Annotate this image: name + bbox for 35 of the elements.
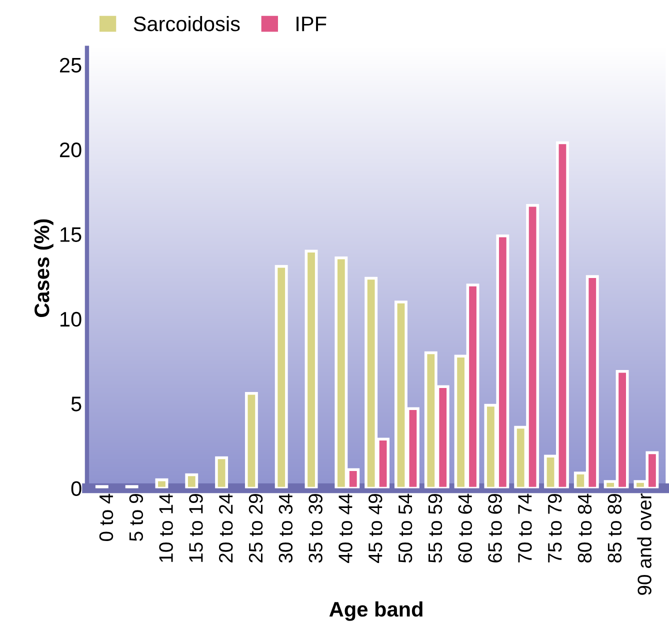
- bar: [244, 392, 258, 488]
- bar: [304, 250, 318, 488]
- x-tick-label: 0 to 4: [99, 494, 114, 542]
- legend-label: Sarcoidosis: [134, 16, 240, 32]
- y-tick-label: 25: [60, 58, 82, 73]
- x-tick-label: 35 to 39: [308, 494, 322, 563]
- x-tick-label: 5 to 9: [129, 494, 144, 541]
- bar: [274, 265, 288, 488]
- x-tick-label: 70 to 74: [518, 494, 532, 562]
- x-tick-label: 90 and over: [637, 493, 652, 595]
- x-tick-label: 25 to 29: [248, 494, 263, 562]
- bar: [215, 456, 228, 488]
- x-tick-label: 15 to 19: [189, 494, 203, 562]
- y-tick-label: 15: [60, 227, 82, 242]
- x-axis-title: Age band: [329, 601, 422, 621]
- bar: [185, 473, 198, 488]
- y-tick-label: 5: [71, 396, 82, 412]
- y-axis-title: Cases (%): [34, 219, 54, 318]
- x-tick-label: 55 to 59: [428, 494, 442, 563]
- x-tick-label: 30 to 34: [278, 494, 293, 563]
- x-tick-label: 10 to 14: [159, 494, 173, 562]
- legend-label: IPF: [296, 16, 326, 32]
- y-tick-label: 20: [60, 142, 82, 158]
- x-tick-label: 45 to 49: [368, 494, 382, 563]
- y-tick-label: 0: [71, 481, 82, 496]
- x-tick-label: 50 to 54: [398, 494, 412, 563]
- x-tick-label: 75 to 79: [548, 494, 562, 562]
- x-tick-label: 20 to 24: [218, 494, 233, 562]
- x-tick-label: 80 to 84: [578, 494, 592, 563]
- x-tick-label: 60 to 64: [458, 494, 472, 562]
- y-tick-label: 10: [60, 312, 82, 327]
- x-tick-label: 65 to 69: [488, 494, 502, 562]
- x-tick-label: 85 to 89: [608, 494, 622, 563]
- bar: [155, 478, 168, 488]
- x-tick-label: 40 to 44: [338, 494, 352, 563]
